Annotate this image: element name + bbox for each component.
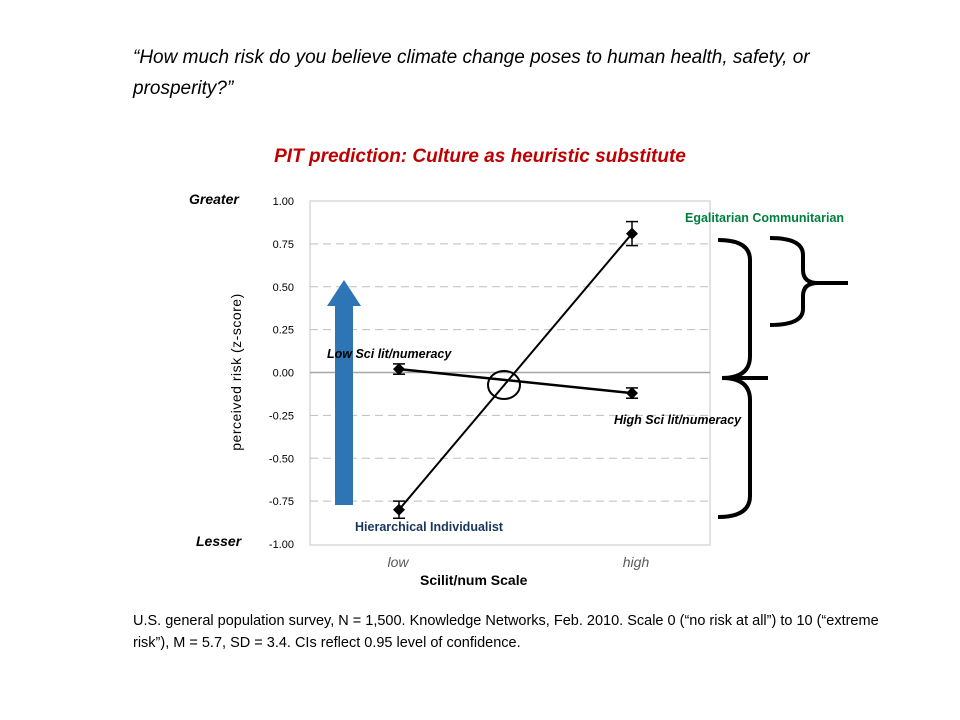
data-point-scilit: [393, 363, 405, 376]
data-point-culture: [393, 503, 405, 516]
high-sci-label: High Sci lit/numeracy: [614, 413, 742, 427]
lesser-label: Lesser: [196, 533, 242, 549]
y-tick-label: 0.75: [273, 239, 294, 251]
x-tick-label: low: [387, 554, 409, 570]
overall-bracket: [717, 238, 768, 519]
y-tick-label: 1.00: [273, 196, 294, 208]
data-point-culture: [626, 227, 638, 240]
increasing-arrow: [327, 280, 361, 505]
survey-question: “How much risk do you believe climate ch…: [133, 47, 810, 99]
y-tick-label: 0.00: [273, 368, 294, 380]
egalitarian-bracket: [769, 236, 848, 327]
crossover-circle: [487, 370, 521, 400]
y-tick-label: -0.25: [269, 410, 294, 422]
series-line-scilit: [398, 367, 633, 395]
hierarchical-label: Hierarchical Individualist: [355, 520, 504, 534]
y-tick-label: -0.50: [269, 453, 294, 465]
y-tick-label: 0.25: [273, 325, 294, 337]
footnote: U.S. general population survey, N = 1,50…: [133, 613, 879, 651]
y-tick-label: -1.00: [269, 539, 294, 551]
low-sci-label: Low Sci lit/numeracy: [327, 347, 452, 361]
x-tick-label: high: [623, 554, 650, 570]
data-point-scilit: [626, 387, 638, 400]
y-tick-label: -0.75: [269, 496, 294, 508]
egalitarian-label: Egalitarian Communitarian: [685, 211, 844, 225]
series-line-culture: [398, 232, 633, 511]
y-tick-label: 0.50: [273, 282, 294, 294]
greater-label: Greater: [189, 191, 239, 207]
chart-subtitle: PIT prediction: Culture as heuristic sub…: [274, 146, 686, 167]
x-axis-label: Scilit/num Scale: [420, 572, 528, 588]
